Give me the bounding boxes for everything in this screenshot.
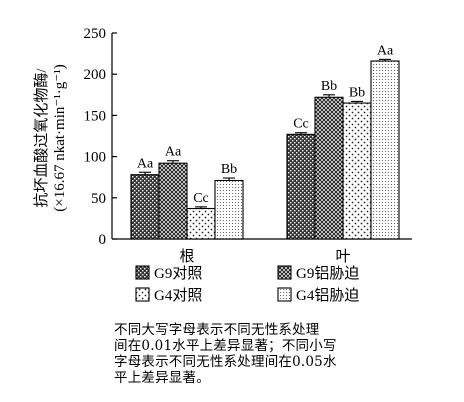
legend-swatch xyxy=(135,287,150,302)
bar xyxy=(158,162,188,240)
x-tick-label: 根 xyxy=(179,248,194,265)
y-tick-label: 250 xyxy=(84,26,107,42)
y-tick-label: 150 xyxy=(84,108,107,124)
x-tick-label: 叶 xyxy=(335,248,350,265)
legend: G9对照 G9铝胁迫 G4对照 G4铝胁迫 xyxy=(135,265,359,304)
bar xyxy=(130,174,160,240)
significance-label: Cc xyxy=(193,191,209,206)
bar xyxy=(342,102,372,240)
bar xyxy=(370,60,400,240)
footnote-line: 平上差异显著。 xyxy=(114,370,210,386)
y-tick-label: 0 xyxy=(99,232,107,248)
legend-label: G4对照 xyxy=(154,287,202,304)
bars: Aa Aa Cc Bb Cc Bb Bb Aa xyxy=(130,43,400,240)
footnote-line: 不同大写字母表示不同无性系处理 xyxy=(114,322,320,338)
y-tick-label: 100 xyxy=(84,150,107,166)
legend-swatch xyxy=(135,265,150,280)
y-tick-label: 50 xyxy=(91,191,106,207)
legend-label: G9对照 xyxy=(154,265,202,282)
y-axis-unit: (×16.67 nkat·min⁻¹·g⁻¹) xyxy=(52,64,68,211)
legend-swatch xyxy=(277,265,292,280)
bar xyxy=(186,207,216,240)
significance-label: Aa xyxy=(165,145,182,160)
significance-label: Bb xyxy=(221,162,237,177)
bar xyxy=(214,179,244,240)
legend-swatch xyxy=(277,287,292,302)
significance-label: Cc xyxy=(293,117,309,132)
axes: 0 50 100 150 200 250 根 叶 xyxy=(84,26,412,265)
significance-label: Bb xyxy=(321,79,337,94)
legend-label: G9铝胁迫 xyxy=(296,265,359,282)
significance-label: Bb xyxy=(349,85,365,100)
significance-label: Aa xyxy=(137,156,154,171)
footnote-line: 间在0.01水平上差异显著；不同小写 xyxy=(114,338,337,354)
y-axis-label: 抗坏血酸过氧化物酶/ xyxy=(33,68,50,208)
footnote-line: 字母表示不同无性系处理间在0.05水 xyxy=(114,354,337,370)
bar xyxy=(286,133,316,240)
bar xyxy=(314,96,344,240)
legend-label: G4铝胁迫 xyxy=(296,287,359,304)
footnote: 不同大写字母表示不同无性系处理 间在0.01水平上差异显著；不同小写 字母表示不… xyxy=(114,322,414,386)
y-tick-label: 200 xyxy=(84,67,107,83)
significance-label: Aa xyxy=(377,43,394,58)
